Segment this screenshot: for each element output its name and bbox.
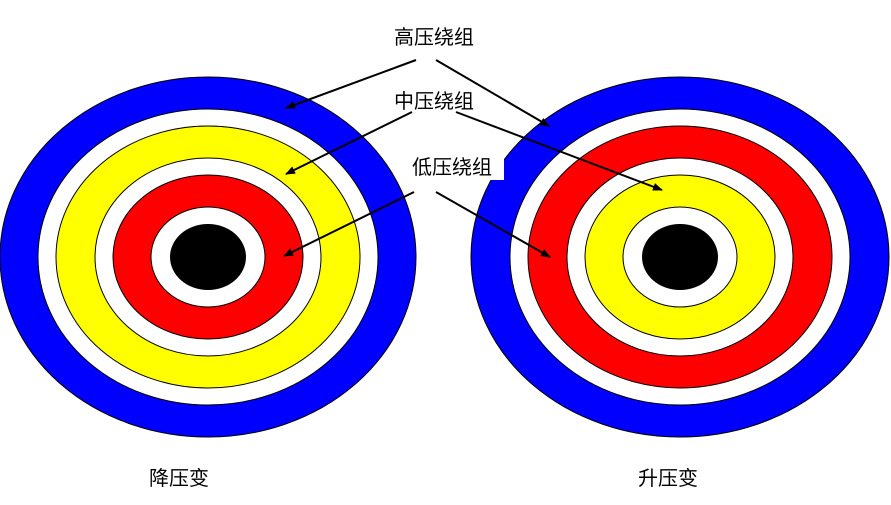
high-voltage-winding-label: 高压绕组 bbox=[394, 25, 474, 49]
low-voltage-winding-label: 低压绕组 bbox=[412, 155, 492, 179]
medium-voltage-label-bg bbox=[390, 86, 486, 114]
arrow-high-to-step-up bbox=[435, 59, 550, 127]
arrow-low-to-step-down bbox=[283, 191, 415, 257]
low-voltage-label-bg bbox=[408, 152, 504, 180]
arrow-medium-to-step-up bbox=[455, 111, 663, 191]
arrow-low-to-step-up bbox=[435, 191, 551, 258]
step-down-transformer-label: 降压变 bbox=[149, 466, 209, 490]
step-up-transformer-label: 升压变 bbox=[638, 466, 698, 490]
step-down-core bbox=[170, 224, 246, 290]
step-up-transformer bbox=[470, 76, 890, 438]
arrows bbox=[283, 59, 663, 258]
arrow-medium-to-step-down bbox=[285, 111, 413, 175]
arrow-high-to-step-down bbox=[285, 59, 417, 109]
medium-voltage-winding-label: 中压绕组 bbox=[394, 89, 474, 113]
step-down-transformer bbox=[0, 76, 417, 438]
step-up-core bbox=[642, 224, 718, 290]
